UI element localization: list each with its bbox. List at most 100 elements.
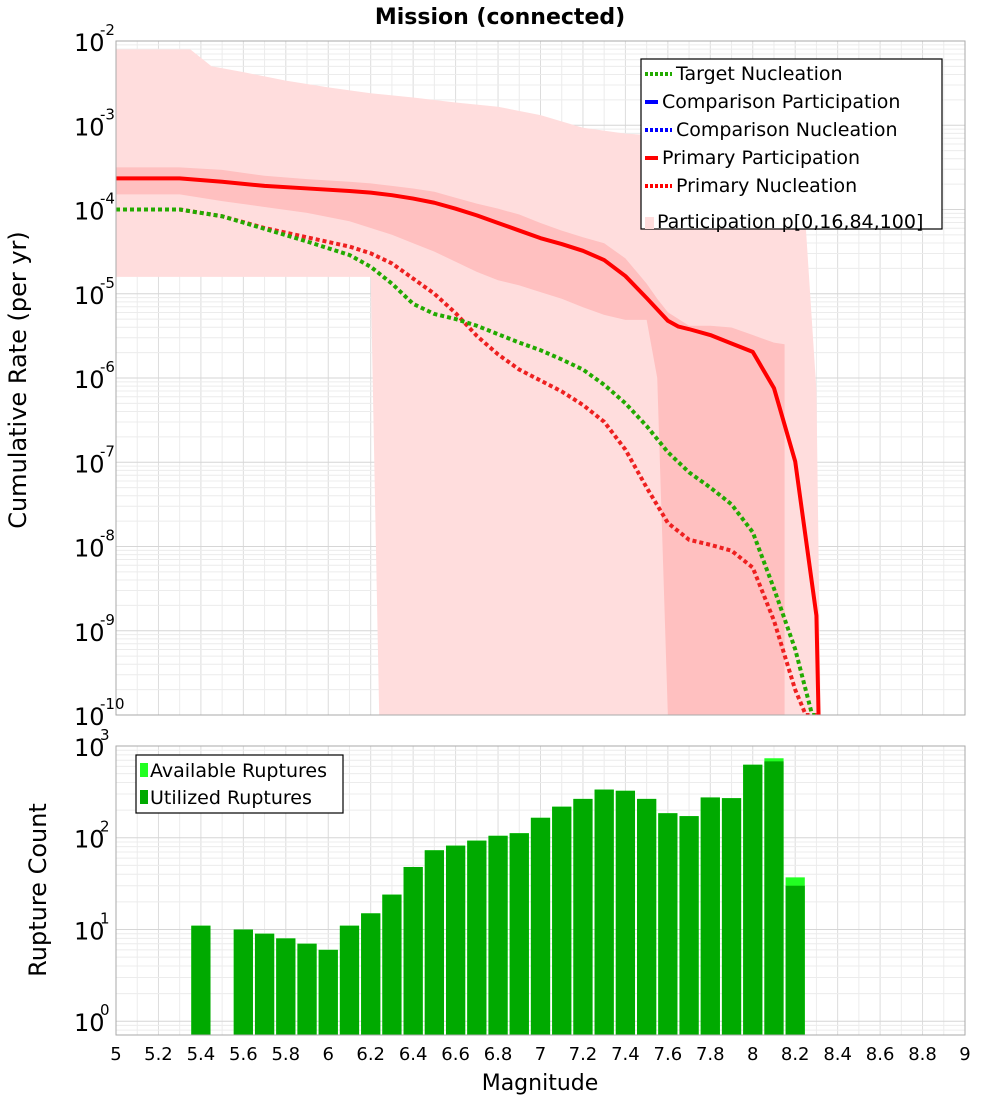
bottom-legend: Available Ruptures Utilized Ruptures (135, 754, 344, 814)
y-tick-exponent: -6 (100, 358, 115, 376)
bar-utilized-ruptures (467, 840, 487, 1035)
y-tick-label: 10-7 (74, 442, 115, 478)
top-legend: Target Nucleation Comparison Participatio… (640, 58, 943, 233)
y-tick-label: 10-6 (74, 358, 115, 394)
bar-utilized-ruptures (191, 925, 211, 1035)
bar-utilized-ruptures (297, 943, 317, 1035)
bar-utilized-ruptures (424, 850, 444, 1035)
legend-label: Participation p[0,16,84,100] (657, 211, 923, 233)
y-tick-base: 10 (74, 282, 105, 310)
bar-utilized-ruptures (679, 816, 699, 1035)
y-tick-base: 10 (74, 113, 105, 141)
legend-swatch (140, 790, 148, 804)
y-tick-label: 102 (74, 818, 110, 854)
y-tick-base: 10 (74, 734, 105, 762)
legend-label: Available Ruptures (150, 760, 327, 782)
y-tick-exponent: -2 (100, 21, 115, 39)
top-legend-box (640, 58, 943, 230)
x-tick-label: 8 (747, 1044, 758, 1065)
y-tick-label: 10-2 (74, 21, 115, 57)
bar-utilized-ruptures (552, 806, 572, 1035)
x-tick-label: 7.4 (611, 1044, 640, 1065)
x-tick-label: 6.6 (441, 1044, 470, 1065)
y-tick-base: 10 (74, 826, 105, 854)
y-tick-exponent: 1 (100, 909, 110, 927)
y-tick-exponent: -3 (100, 105, 115, 123)
x-tick-label: 5.4 (187, 1044, 216, 1065)
y-tick-exponent: 3 (100, 726, 110, 744)
y-tick-label: 10-3 (74, 105, 115, 141)
bar-utilized-ruptures (318, 949, 338, 1035)
bottom-plot-frame (115, 745, 966, 1036)
x-tick-label: 9 (959, 1044, 970, 1065)
legend-label: Target Nucleation (675, 63, 843, 85)
x-tick-label: 7.8 (696, 1044, 725, 1065)
y-tick-base: 10 (74, 450, 105, 478)
y-tick-exponent: 0 (100, 1001, 110, 1019)
bottom-y-axis-label: Rupture Count (24, 803, 52, 977)
x-tick-label: 7.2 (569, 1044, 598, 1065)
legend-label: Utilized Ruptures (150, 787, 312, 809)
line-target-nucleation (116, 207, 817, 715)
y-tick-base: 10 (74, 535, 105, 563)
bottom-plot-area (191, 758, 805, 1035)
legend-swatch (645, 217, 654, 229)
y-tick-label: 10-5 (74, 274, 115, 310)
legend-label: Comparison Participation (662, 91, 900, 113)
y-tick-label: 100 (74, 1001, 110, 1037)
y-tick-exponent: -4 (100, 190, 115, 208)
top-y-axis-label: Cumulative Rate (per yr) (4, 231, 32, 529)
x-tick-label: 8.4 (823, 1044, 852, 1065)
bar-utilized-ruptures (700, 797, 720, 1035)
y-tick-base: 10 (74, 917, 105, 945)
y-tick-exponent: -8 (100, 527, 115, 545)
legend-label: Primary Participation (662, 147, 860, 169)
y-tick-exponent: -10 (100, 695, 125, 713)
x-tick-label: 5.8 (271, 1044, 300, 1065)
bottom-legend-box (135, 754, 344, 814)
bar-utilized-ruptures (721, 798, 742, 1035)
y-tick-label: 10-8 (74, 527, 115, 563)
y-tick-base: 10 (74, 366, 105, 394)
y-tick-label: 10-10 (74, 695, 125, 731)
bar-utilized-ruptures (573, 798, 593, 1035)
bar-utilized-ruptures (658, 813, 678, 1035)
top-plot-frame (115, 40, 966, 716)
y-tick-base: 10 (74, 198, 105, 226)
bar-utilized-ruptures (615, 790, 636, 1035)
x-tick-label: 8.2 (781, 1044, 810, 1065)
x-tick-label: 6.8 (484, 1044, 513, 1065)
line-primary-participation (116, 176, 821, 715)
bar-utilized-ruptures (276, 938, 296, 1035)
band-p16-p84 (116, 167, 785, 715)
bar-utilized-ruptures (743, 764, 763, 1035)
x-tick-label: 6 (323, 1044, 334, 1065)
y-tick-base: 10 (74, 703, 105, 731)
bar-utilized-ruptures (445, 845, 466, 1035)
bar-utilized-ruptures (764, 761, 784, 1035)
x-tick-label: 5.6 (229, 1044, 258, 1065)
legend-label: Primary Nucleation (676, 175, 857, 197)
legend-label: Comparison Nucleation (676, 119, 898, 141)
bar-utilized-ruptures (403, 866, 423, 1035)
y-tick-exponent: -5 (100, 274, 115, 292)
bar-utilized-ruptures (509, 833, 529, 1035)
y-tick-label: 101 (74, 909, 110, 945)
x-tick-label: 5.2 (144, 1044, 173, 1065)
bar-utilized-ruptures (361, 913, 381, 1035)
legend-swatch (140, 763, 148, 777)
chart-title: Mission (connected) (375, 5, 625, 30)
bar-utilized-ruptures (382, 894, 402, 1035)
x-tick-label: 7 (535, 1044, 546, 1065)
bar-utilized-ruptures (233, 929, 253, 1035)
x-tick-label: 6.4 (399, 1044, 428, 1065)
y-tick-exponent: -7 (100, 442, 115, 460)
bar-utilized-ruptures (637, 798, 657, 1035)
x-tick-label: 6.2 (356, 1044, 385, 1065)
bar-utilized-ruptures (339, 925, 360, 1035)
x-tick-label: 7.6 (654, 1044, 683, 1065)
line-primary-nucleation (116, 207, 817, 715)
x-tick-label: 8.8 (908, 1044, 937, 1065)
